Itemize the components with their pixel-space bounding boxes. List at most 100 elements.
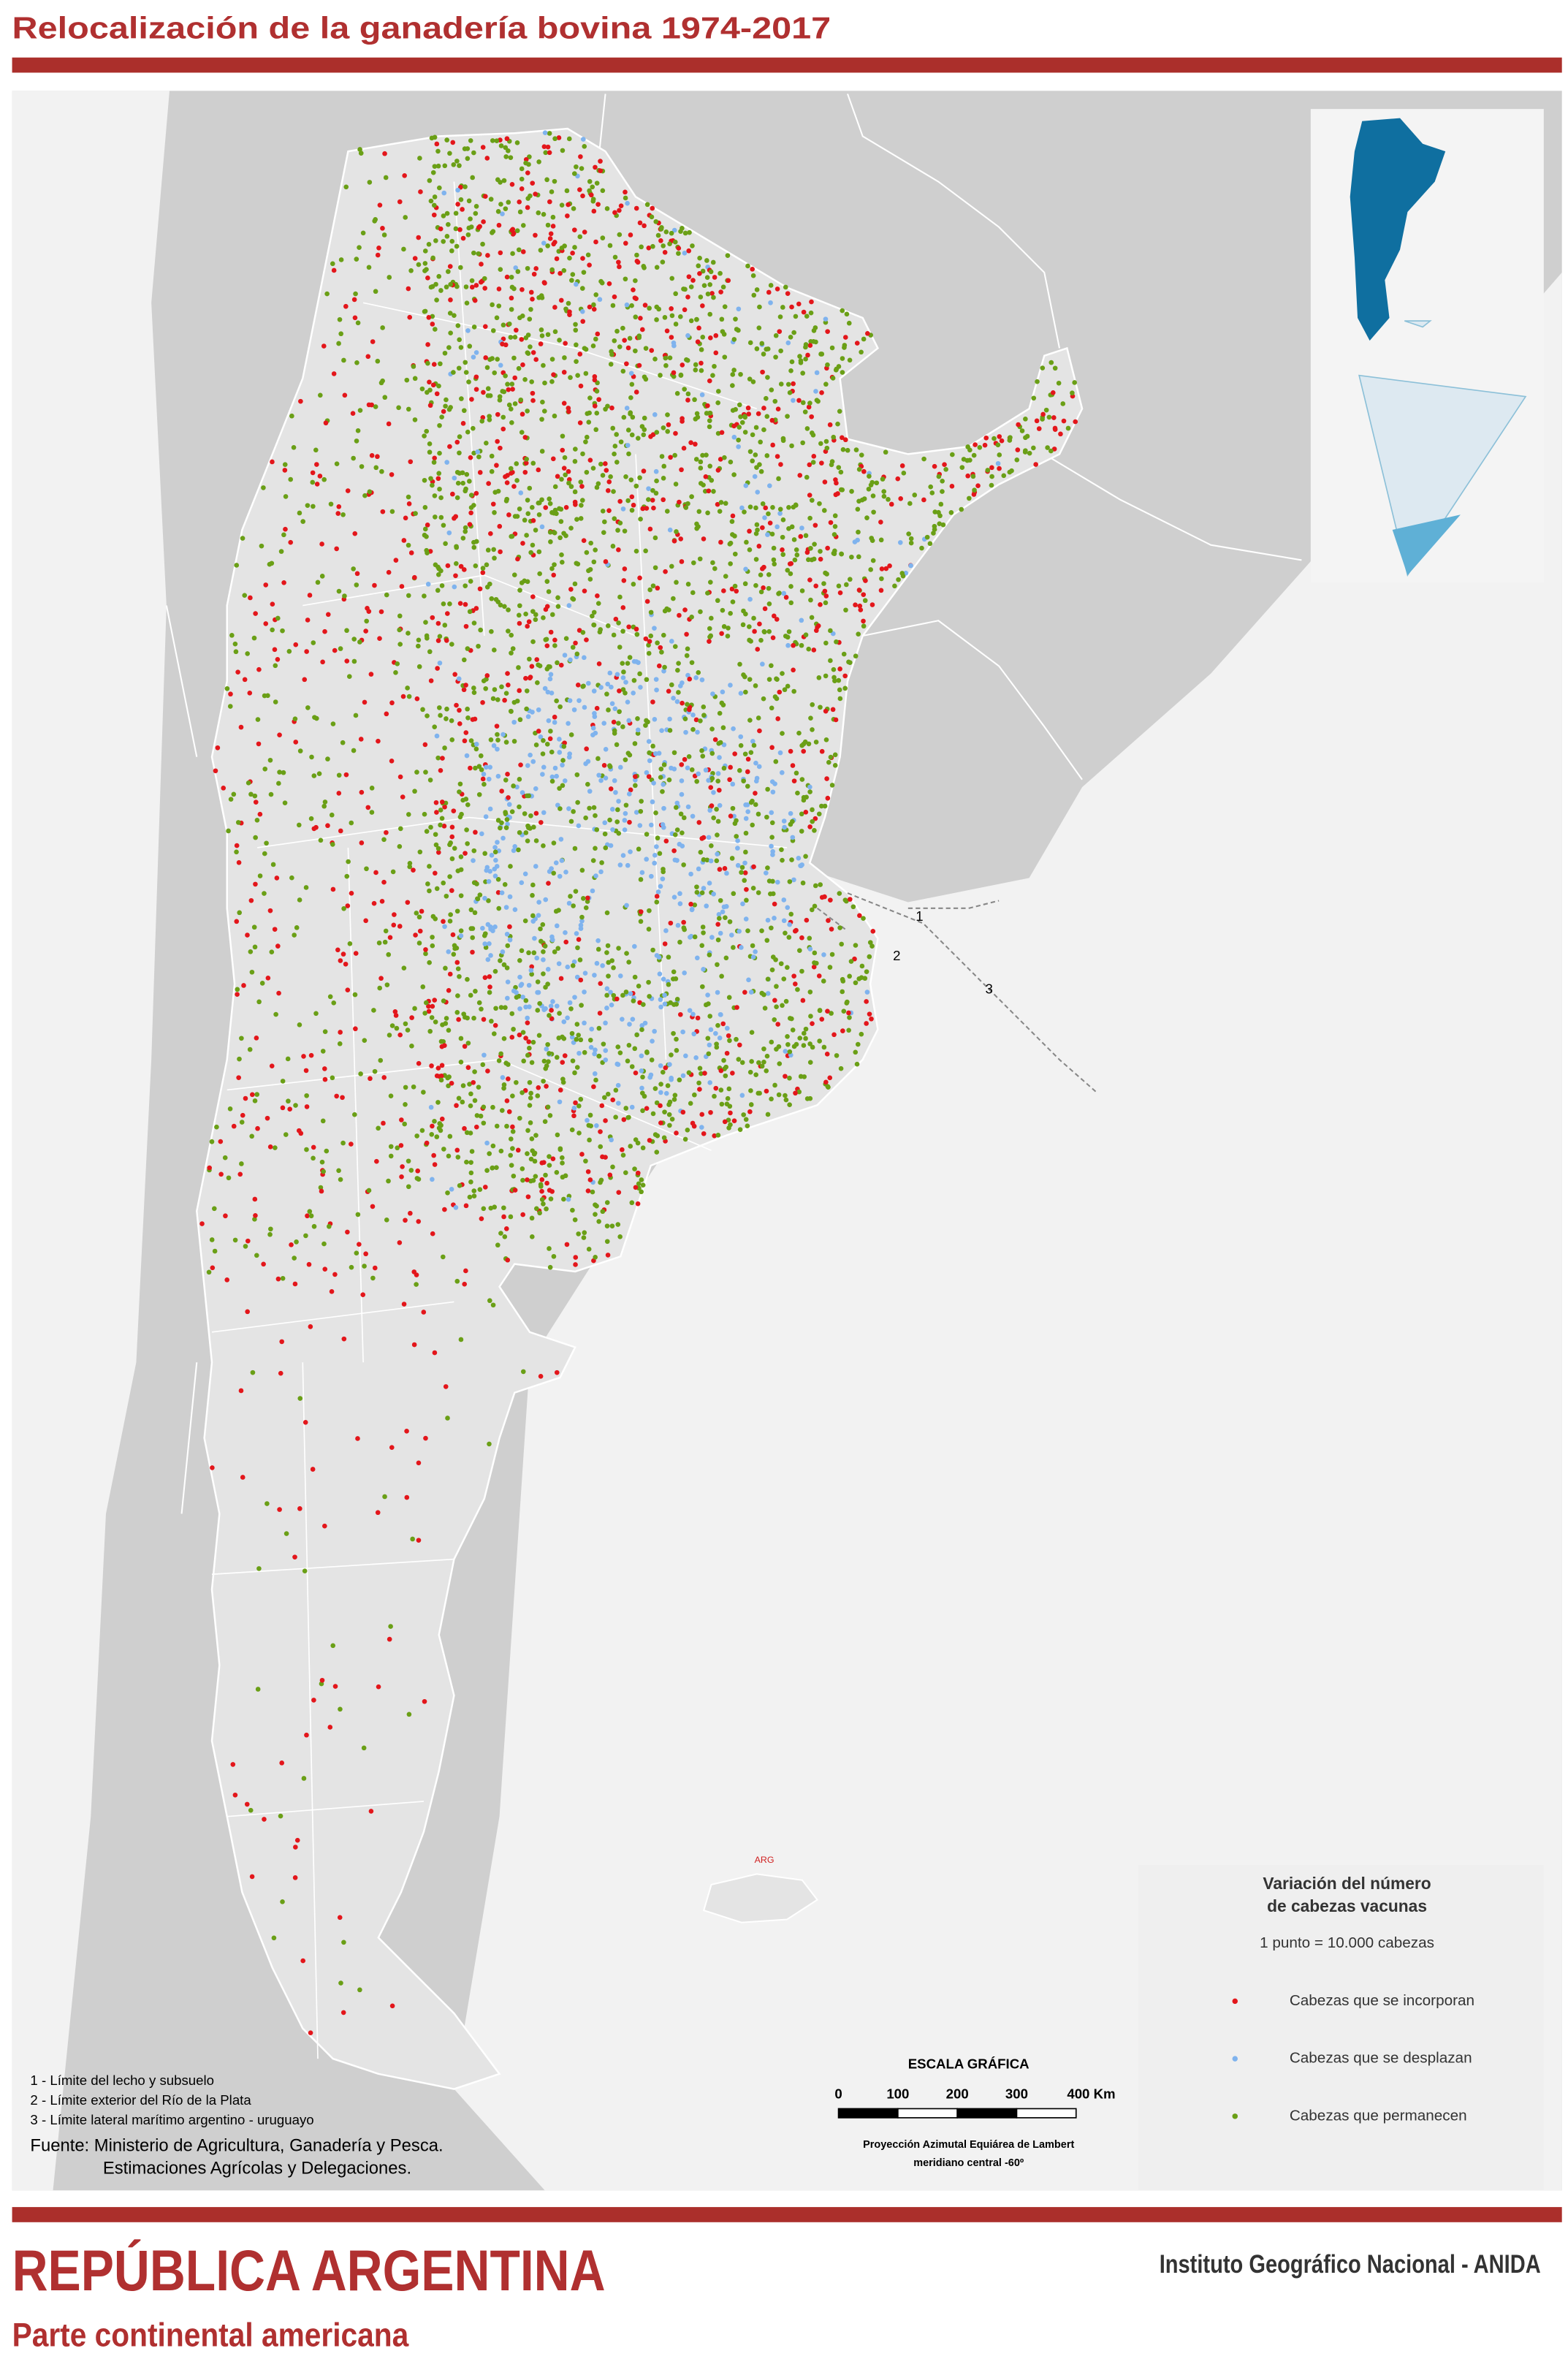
dot: [760, 369, 765, 375]
dot: [512, 334, 518, 340]
dot: [783, 1049, 788, 1054]
dot: [526, 1039, 532, 1044]
dot: [636, 660, 641, 665]
dot: [422, 1698, 427, 1704]
dot: [575, 945, 580, 951]
dot: [531, 824, 536, 830]
dot: [579, 484, 585, 489]
dot: [406, 406, 411, 412]
dot: [705, 1036, 711, 1041]
dot: [720, 607, 726, 613]
dot: [575, 561, 581, 567]
dot: [455, 187, 460, 193]
dot: [601, 1041, 606, 1046]
dot: [569, 1030, 575, 1036]
dot: [303, 1068, 309, 1074]
dot: [573, 1255, 579, 1260]
dot: [276, 780, 281, 786]
dot: [608, 474, 613, 479]
dot: [574, 974, 580, 980]
dot: [785, 567, 791, 573]
dot: [908, 563, 913, 569]
dot: [612, 210, 617, 216]
dot: [739, 419, 745, 425]
dot: [879, 576, 884, 582]
dot: [786, 526, 791, 531]
dot: [292, 1554, 297, 1560]
dot: [675, 922, 681, 928]
dot: [501, 1205, 506, 1211]
dot: [661, 497, 666, 503]
dot: [433, 238, 438, 243]
dot: [357, 639, 362, 645]
dot: [600, 235, 606, 240]
dot: [810, 702, 815, 707]
dot: [625, 200, 630, 206]
dot: [617, 344, 623, 349]
dot: [447, 311, 453, 316]
dot: [690, 813, 696, 819]
dot: [533, 786, 538, 791]
dot: [782, 824, 787, 830]
dot: [757, 728, 762, 734]
dot: [635, 715, 640, 721]
dot: [292, 1875, 298, 1880]
dot: [717, 802, 723, 808]
dot: [383, 175, 389, 181]
dot: [320, 1118, 326, 1124]
dot: [274, 875, 280, 881]
dot: [803, 533, 809, 539]
dot: [463, 730, 469, 735]
dot: [209, 1237, 215, 1242]
dot: [769, 925, 774, 931]
dot: [676, 246, 682, 251]
dot: [520, 1212, 525, 1218]
dot: [319, 1677, 325, 1683]
dot: [546, 718, 552, 723]
dot: [842, 673, 848, 679]
dot: [494, 723, 500, 729]
dot: [556, 135, 562, 140]
dot: [414, 1133, 419, 1139]
dot: [330, 721, 336, 726]
dot: [661, 463, 667, 469]
dot: [501, 322, 506, 328]
dot: [319, 542, 324, 547]
dot: [715, 430, 721, 436]
dot: [439, 1063, 445, 1068]
dot: [495, 357, 500, 362]
dot: [523, 1036, 528, 1041]
dot: [594, 705, 600, 711]
dot: [847, 1015, 852, 1020]
dot: [407, 314, 413, 320]
dot: [603, 747, 609, 752]
dot: [529, 1060, 535, 1065]
dot: [771, 613, 777, 619]
dot: [487, 1441, 492, 1447]
dot: [751, 742, 757, 748]
dot: [864, 1021, 869, 1026]
dot: [439, 414, 444, 419]
dot: [769, 967, 775, 973]
dot: [629, 507, 635, 513]
dot: [824, 776, 829, 781]
dot: [759, 1063, 765, 1069]
dot: [697, 1065, 703, 1071]
dot: [754, 522, 760, 528]
dot: [272, 647, 278, 653]
dot: [496, 303, 502, 308]
dot: [611, 632, 617, 638]
dot: [731, 726, 736, 732]
dot: [212, 1248, 218, 1254]
dot: [525, 1194, 531, 1199]
dot: [757, 462, 762, 468]
dot: [226, 1175, 232, 1181]
dot: [232, 641, 238, 647]
dot: [653, 490, 659, 496]
dot: [708, 1109, 713, 1115]
dot: [541, 764, 547, 770]
dot: [571, 171, 577, 176]
dot: [470, 935, 476, 941]
dot: [652, 565, 658, 571]
dot: [608, 843, 614, 848]
